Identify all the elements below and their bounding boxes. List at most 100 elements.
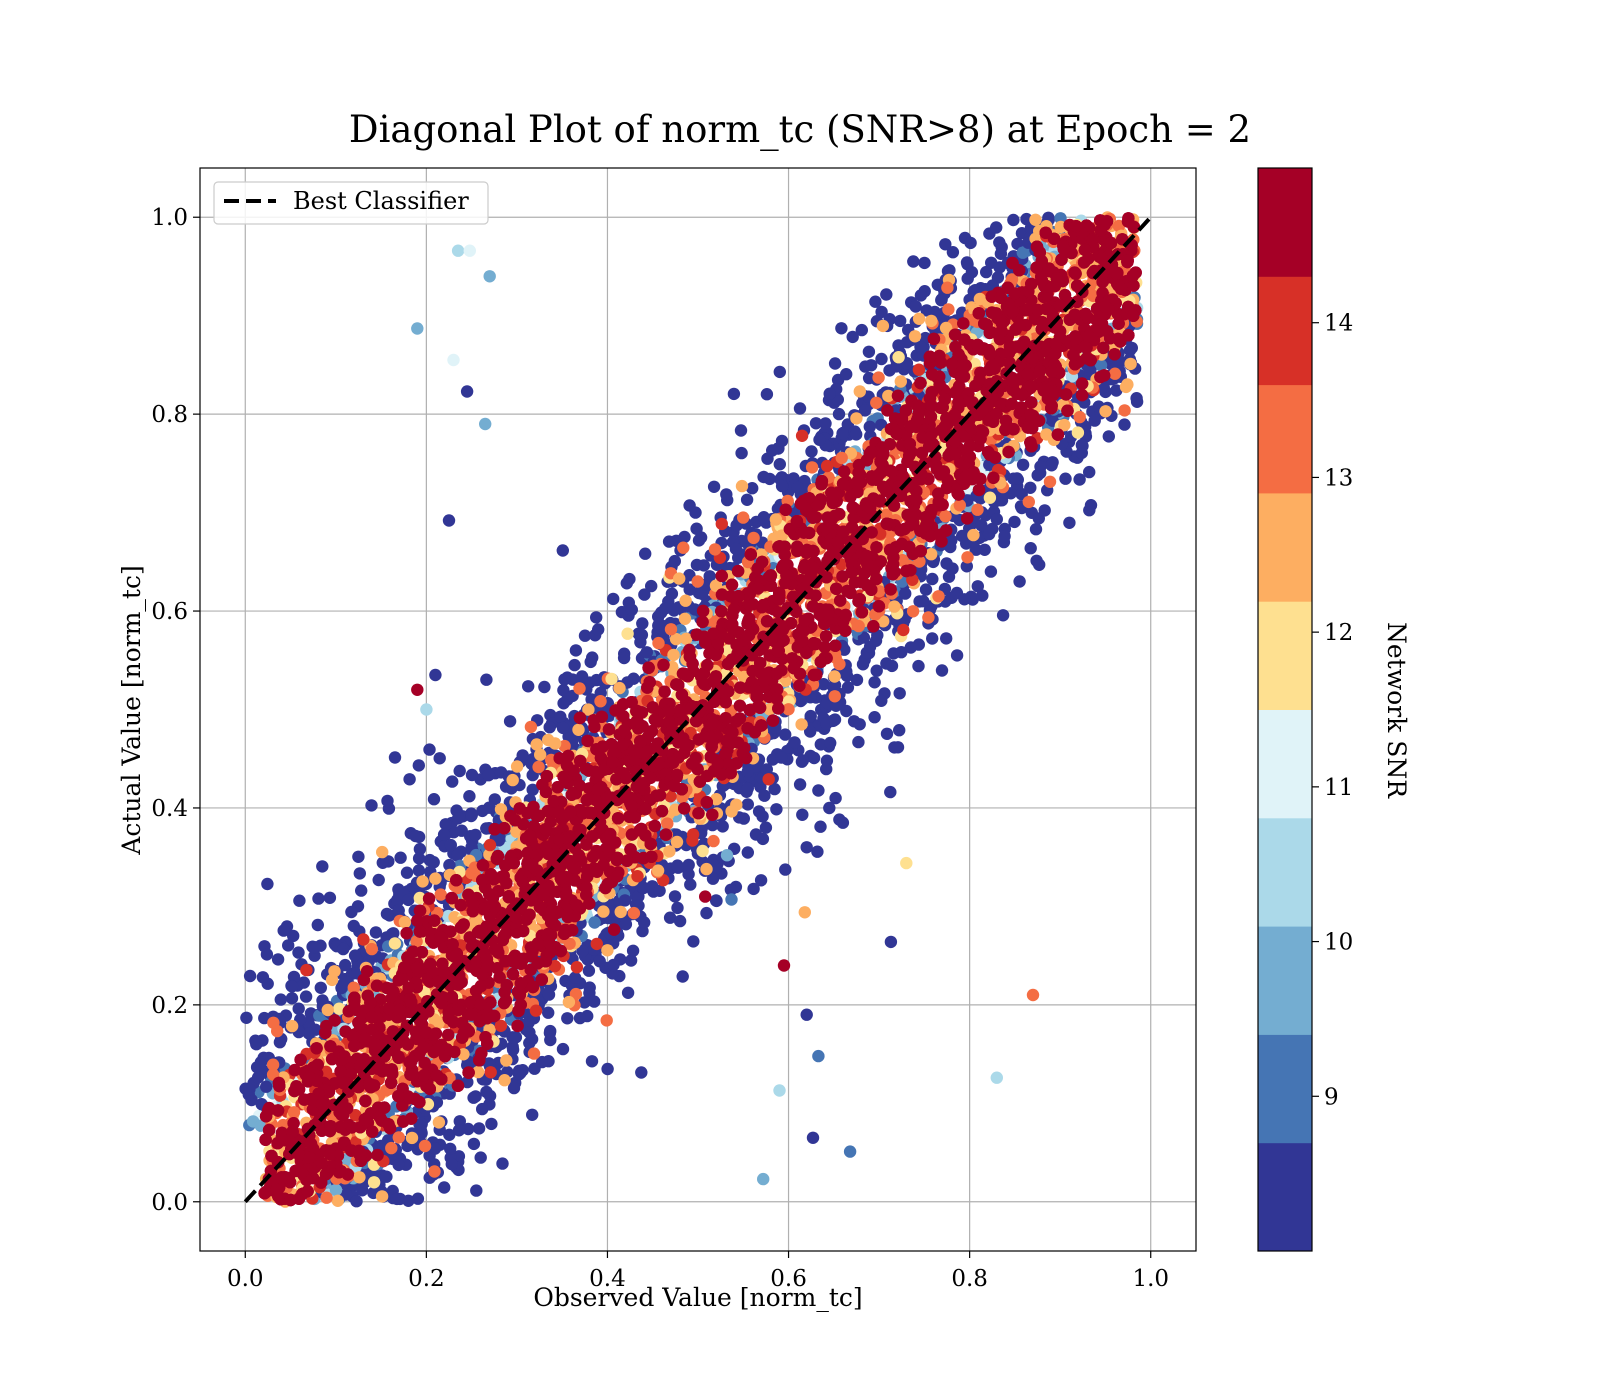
scatter-point <box>1031 469 1044 482</box>
scatter-point <box>638 588 651 601</box>
scatter-point <box>696 844 709 858</box>
scatter-point <box>663 845 676 858</box>
scatter-point <box>1063 516 1076 529</box>
scatter-point <box>1059 472 1072 485</box>
scatter-point <box>682 858 695 872</box>
scatter-point <box>875 694 888 707</box>
scatter-point <box>652 636 665 650</box>
scatter-point <box>814 738 827 751</box>
scatter-point <box>293 894 306 907</box>
scatter-point <box>578 629 592 642</box>
scatter-point <box>1130 392 1143 405</box>
scatter-point <box>544 1033 557 1047</box>
scatter-point <box>852 735 865 749</box>
scatter-point <box>651 864 665 877</box>
scatter-point <box>1013 575 1026 588</box>
scatter-point <box>444 1142 457 1156</box>
scatter-point <box>707 834 720 848</box>
scatter-point <box>779 863 792 876</box>
scatter-point <box>690 558 704 572</box>
scatter-point <box>352 850 365 863</box>
scatter-point <box>568 658 581 672</box>
scatter-point <box>529 1004 543 1017</box>
scatter-point <box>432 1116 446 1129</box>
scatter-point <box>372 873 385 887</box>
scatter-point <box>668 890 682 903</box>
scatter-point <box>865 359 878 372</box>
scatter-point <box>1121 378 1134 391</box>
scatter-point <box>625 603 638 616</box>
scatter-point <box>451 812 465 825</box>
scatter-point <box>876 319 890 333</box>
scatter-point <box>828 670 841 683</box>
scatter-point <box>376 856 389 869</box>
scatter-point <box>250 1038 263 1051</box>
scatter-point <box>796 808 809 821</box>
scatter-point <box>754 874 768 887</box>
scatter-point <box>261 877 274 891</box>
scatter-point <box>662 535 676 548</box>
scatter-point <box>700 862 713 876</box>
scatter-point <box>572 723 585 736</box>
scatter-point <box>953 499 966 512</box>
scatter-point <box>961 551 974 564</box>
scatter-point <box>455 824 468 837</box>
scatter-point <box>653 617 666 630</box>
scatter-point <box>398 916 412 929</box>
scatter-point <box>1088 414 1101 427</box>
scatter-point <box>667 648 680 662</box>
scatter-point <box>619 918 633 931</box>
scatter-point <box>320 1191 333 1204</box>
scatter-point <box>863 420 876 433</box>
scatter-point <box>556 544 569 557</box>
scatter-point <box>935 664 949 677</box>
scatter-point <box>673 914 687 928</box>
scatter-point <box>788 736 801 749</box>
scatter-point <box>636 617 649 630</box>
scatter-point <box>960 256 974 269</box>
scatter-point <box>850 428 863 441</box>
scatter-point <box>775 479 789 493</box>
scatter-point <box>554 710 567 723</box>
scatter-point <box>892 351 905 364</box>
scatter-point <box>884 785 897 799</box>
scatter-point <box>964 236 977 250</box>
scatter-point <box>807 751 821 765</box>
scatter-point <box>542 988 556 1001</box>
scatter-point <box>793 778 807 791</box>
scatter-point <box>321 1003 334 1017</box>
scatter-point <box>671 901 684 915</box>
scatter-point <box>805 461 819 474</box>
scatter-point <box>835 322 848 335</box>
scatter-point <box>285 980 299 993</box>
scatter-point <box>730 798 743 811</box>
scatter-point <box>412 864 426 877</box>
scatter-point <box>300 963 313 977</box>
scatter-point <box>823 387 836 400</box>
scatter-point <box>271 953 285 966</box>
scatter-point <box>314 981 327 994</box>
scatter-point <box>707 480 721 493</box>
scatter-point <box>1024 542 1037 555</box>
scatter-point <box>1118 404 1131 417</box>
scatter-point <box>446 775 459 788</box>
scatter-point <box>308 941 321 954</box>
scatter-point <box>433 752 446 765</box>
scatter-point <box>868 676 881 689</box>
scatter-point <box>467 1091 480 1104</box>
scatter-point <box>967 528 980 542</box>
scatter-point <box>453 764 466 778</box>
scatter-point <box>620 577 633 590</box>
scatter-point <box>1076 439 1089 453</box>
scatter-point <box>274 993 287 1006</box>
scatter-point <box>995 494 1009 507</box>
scatter-point <box>568 971 582 984</box>
scatter-point <box>470 1184 483 1197</box>
scatter-point <box>747 882 760 896</box>
scatter-point <box>427 793 441 806</box>
scatter-point <box>328 965 341 978</box>
scatter-point <box>277 924 290 937</box>
scatter-point <box>724 883 738 896</box>
scatter-point <box>635 1066 648 1079</box>
scatter-point <box>925 314 938 328</box>
